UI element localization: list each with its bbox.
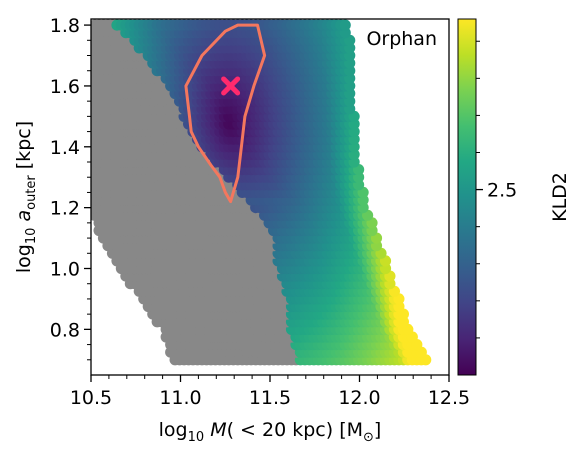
colorbar-ticks: 2.5 [476,40,517,339]
x-tick-label: 12.0 [338,387,380,409]
orphan-label: Orphan [366,28,437,50]
x-axis-ticks: 10.5 11.0 11.5 12.0 12.5 [70,375,470,409]
x-tick-label: 11.5 [249,387,291,409]
y-tick-label: 1.2 [50,198,80,220]
y-axis-title: log10 aouter [kpc] [13,121,39,273]
colorbar [457,18,477,376]
x-tick-label: 12.5 [428,387,470,409]
colorbar-tick-label: 2.5 [487,180,517,202]
y-tick-label: 1.8 [50,15,80,37]
grid-cell [339,19,351,31]
y-tick-label: 0.8 [50,319,80,341]
best-fit-marker [221,76,241,96]
y-axis-ticks: 0.8 1.0 1.2 1.4 1.6 1.8 [50,15,91,361]
x-axis-title: log10 M( < 20 kpc) [M⊙] [159,419,382,445]
y-tick-label: 1.4 [50,137,80,159]
best-fit-stroke [221,76,241,96]
x-tick-label: 10.5 [70,387,112,409]
y-tick-label: 1.0 [50,259,80,281]
colorbar-title: KLD2 [549,172,571,222]
confidence-contour [184,23,267,204]
y-tick-label: 1.6 [50,76,80,98]
x-tick-label: 11.0 [159,387,201,409]
